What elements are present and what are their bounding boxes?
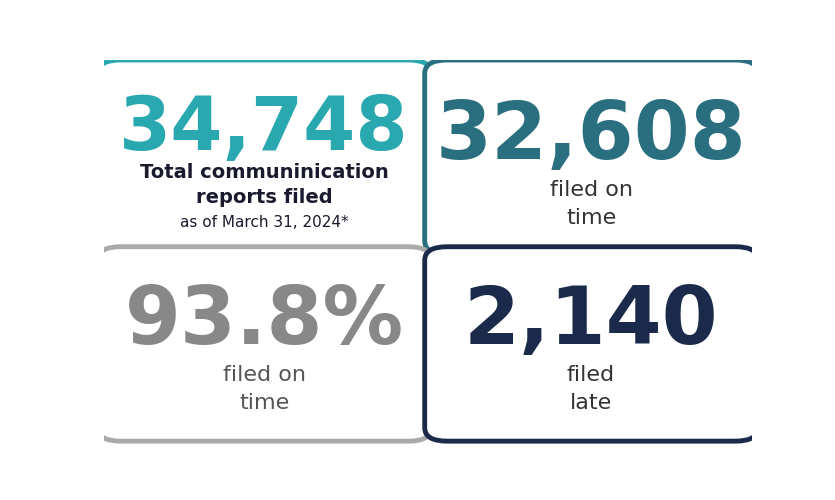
Text: 34,748: 34,748 xyxy=(119,93,409,166)
FancyBboxPatch shape xyxy=(425,60,758,254)
FancyBboxPatch shape xyxy=(98,246,431,441)
Text: 93.8%: 93.8% xyxy=(124,283,404,361)
Text: filed on
time: filed on time xyxy=(549,180,633,228)
Text: filed on
time: filed on time xyxy=(223,365,306,413)
FancyBboxPatch shape xyxy=(425,246,758,441)
Text: 2,140: 2,140 xyxy=(463,283,718,361)
Text: as of March 31, 2024*: as of March 31, 2024* xyxy=(180,215,348,230)
Text: filed
late: filed late xyxy=(567,365,615,413)
Text: 32,608: 32,608 xyxy=(436,98,746,176)
Text: Total communinication
reports filed: Total communinication reports filed xyxy=(139,163,388,207)
FancyBboxPatch shape xyxy=(98,60,431,254)
